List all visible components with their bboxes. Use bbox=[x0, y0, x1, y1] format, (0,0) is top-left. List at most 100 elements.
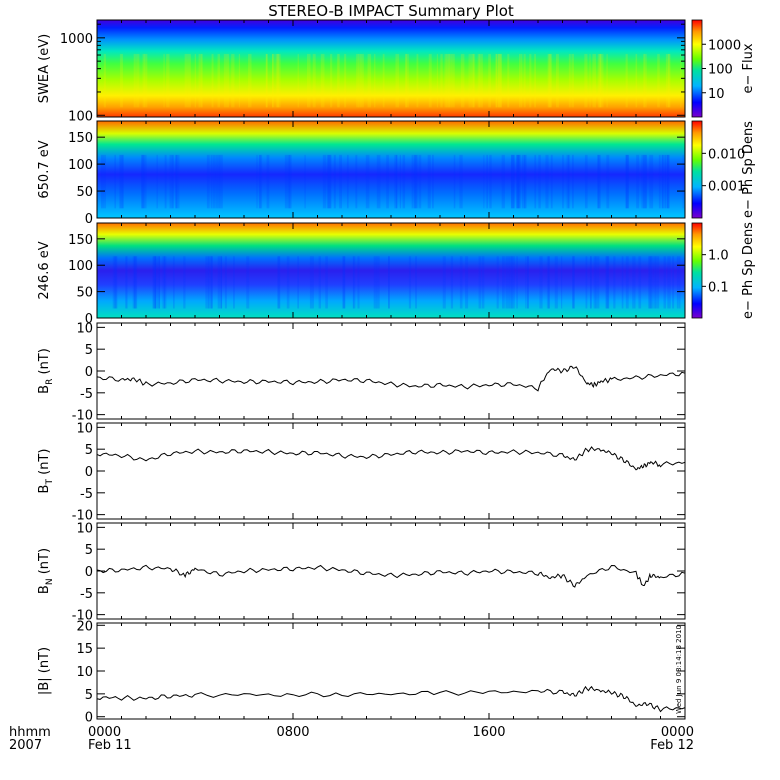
heatmap-streak bbox=[376, 154, 381, 209]
y-tick-label: 10 bbox=[76, 321, 93, 336]
heatmap-streak bbox=[483, 154, 485, 209]
heatmap-streak bbox=[289, 154, 291, 209]
y-axis-label: BR (nT) bbox=[37, 348, 55, 394]
heatmap-streak bbox=[436, 53, 438, 108]
heatmap-streak bbox=[217, 154, 221, 209]
heatmap-streak bbox=[342, 256, 345, 309]
y-tick-label: 100 bbox=[68, 109, 93, 124]
heatmap-streak bbox=[184, 53, 188, 108]
y-tick-label: -10 bbox=[72, 409, 93, 424]
heatmap-streak bbox=[152, 256, 157, 309]
frames-layer bbox=[96, 19, 706, 720]
heatmap-streak bbox=[388, 256, 390, 309]
heatmap-streak bbox=[680, 53, 682, 108]
heatmap-streak bbox=[597, 154, 600, 209]
y-axis-label: |B| (nT) bbox=[37, 647, 52, 695]
heatmap-streak bbox=[572, 154, 574, 209]
heatmap-streak bbox=[144, 53, 148, 108]
y-tick-label: -5 bbox=[80, 487, 93, 502]
heatmap-streak bbox=[408, 256, 412, 309]
colorbar-tick-label: 0.1 bbox=[708, 280, 729, 295]
heatmap-streak bbox=[112, 256, 117, 309]
heatmap-streak bbox=[357, 256, 360, 309]
heatmap-streak bbox=[606, 53, 608, 108]
panel-frame-7 bbox=[96, 622, 686, 720]
heatmap-streak bbox=[219, 154, 223, 209]
heatmap-streak bbox=[648, 256, 652, 309]
colorbar-label: e− Flux bbox=[741, 43, 756, 93]
heatmap-streak bbox=[518, 53, 521, 108]
heatmap-streak bbox=[534, 53, 536, 108]
heatmap-streak bbox=[405, 53, 409, 108]
heatmap-streak bbox=[320, 53, 325, 108]
colorbar-3 bbox=[691, 222, 703, 319]
heatmap-streak bbox=[212, 154, 216, 209]
colorbar-tick-label: 1000 bbox=[708, 38, 741, 53]
heatmap-streak bbox=[653, 256, 656, 309]
heatmap-streak bbox=[667, 154, 670, 209]
heatmap-streak bbox=[297, 256, 300, 309]
heatmap-streak bbox=[386, 154, 389, 209]
heatmap-streak bbox=[597, 53, 601, 108]
y-axis-label: BN (nT) bbox=[37, 548, 55, 594]
panel-frame-6 bbox=[96, 522, 686, 620]
heatmap-streak bbox=[231, 53, 235, 108]
heatmap-streak bbox=[613, 256, 616, 309]
heatmap-streak bbox=[360, 53, 364, 108]
heatmap-streak bbox=[402, 154, 406, 209]
colorbar-tick-label: 0.010 bbox=[708, 147, 745, 162]
heatmap-streak bbox=[271, 53, 274, 108]
heatmap-streak bbox=[256, 154, 258, 209]
heatmap-streak bbox=[101, 154, 105, 209]
heatmap-streak bbox=[527, 256, 529, 309]
heatmap-streak bbox=[562, 154, 564, 209]
timestamp-stamp: Wed Jun 9 08:14:18 2010 bbox=[675, 625, 683, 714]
heatmap-streak bbox=[286, 256, 290, 309]
heatmap-streak bbox=[163, 53, 165, 108]
heatmap-streak bbox=[489, 154, 492, 209]
heatmap-streak bbox=[453, 154, 456, 209]
heatmap-streak bbox=[259, 154, 261, 209]
heatmap-streak bbox=[119, 53, 122, 108]
y-tick-label: -5 bbox=[80, 387, 93, 402]
heatmap-streak bbox=[238, 53, 241, 108]
heatmap-streak bbox=[548, 53, 553, 108]
heatmap-streak bbox=[175, 154, 178, 209]
heatmap-streak bbox=[125, 256, 127, 309]
colorbar-label: e− Ph Sp Dens bbox=[741, 222, 756, 319]
heatmap-streak bbox=[415, 256, 417, 309]
heatmap-streak bbox=[413, 154, 417, 209]
y-tick-label: 100 bbox=[68, 158, 93, 173]
x-tick-date: Feb 12 bbox=[650, 738, 694, 753]
heatmap-streak bbox=[374, 53, 376, 108]
heatmap-streak bbox=[121, 53, 124, 108]
heatmap-streak bbox=[584, 154, 588, 209]
y-tick-label: 50 bbox=[76, 286, 93, 301]
heatmap-streak bbox=[498, 53, 502, 108]
heatmap-streak bbox=[625, 53, 628, 108]
heatmap-streak bbox=[318, 256, 322, 309]
heatmap-streak bbox=[382, 53, 385, 108]
heatmap-streak bbox=[539, 256, 543, 309]
heatmap-streak bbox=[169, 154, 173, 209]
heatmap-streak bbox=[495, 53, 499, 108]
heatmap-streak bbox=[330, 53, 333, 108]
heatmap-streak bbox=[606, 256, 610, 309]
heatmap-streak bbox=[502, 256, 505, 309]
series-line-bn bbox=[96, 564, 686, 588]
y-tick-label: -5 bbox=[80, 587, 93, 602]
panel-frame-4 bbox=[96, 322, 686, 420]
heatmap-streak bbox=[224, 256, 227, 309]
heatmap-streak bbox=[517, 154, 521, 209]
heatmap-streak bbox=[206, 154, 210, 209]
heatmap-streak bbox=[418, 154, 422, 209]
y-tick-label: 5 bbox=[85, 688, 93, 703]
heatmap-streak bbox=[645, 53, 647, 108]
heatmap-streak bbox=[547, 53, 551, 108]
x-tick-label: 1600 bbox=[472, 725, 505, 740]
heatmap-streak bbox=[103, 53, 106, 108]
y-tick-label: 150 bbox=[68, 233, 93, 248]
heatmap-streak bbox=[585, 256, 588, 309]
heatmap-streak bbox=[658, 154, 661, 209]
heatmap-streak bbox=[119, 154, 121, 209]
